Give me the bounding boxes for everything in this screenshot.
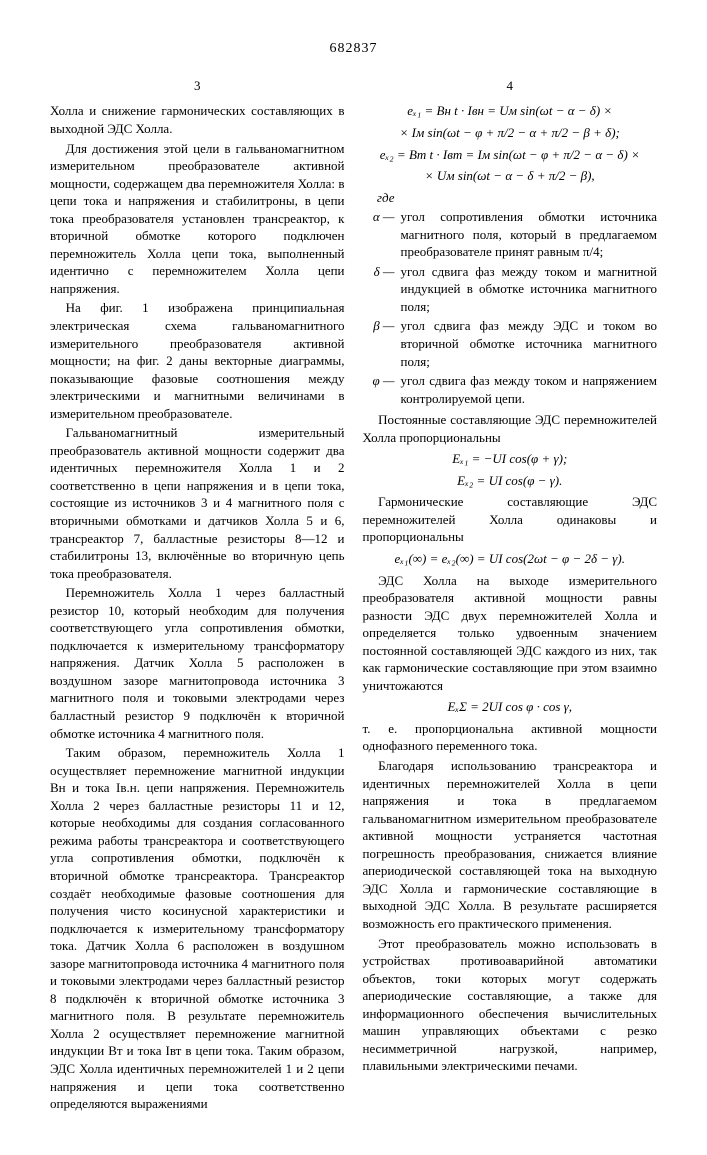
body-text: ЭДС Холла на выходе измерительного преоб… [363,572,658,695]
body-text: Постоянные составляющие ЭДС перемножител… [363,411,658,446]
body-text: Гармонические составляющие ЭДС перемножи… [363,493,658,546]
formula: × Uм sin(ωt − α − δ + π/2 − β), [363,167,658,185]
formula: × Iм sin(ωt − φ + π/2 − α + π/2 − β + δ)… [363,124,658,142]
formula: eₓ₂ = Bт t · Iвт = Iм sin(ωt − φ + π/2 −… [363,146,658,164]
body-text: т. е. пропорциональна активной мощности … [363,720,658,755]
body-text: На фиг. 1 изображена принципиальная элек… [50,299,345,422]
right-column: 4 eₓ₁ = Bн t · Iвн = Uм sin(ωt − α − δ) … [363,77,658,1115]
formula: eₓ₁ = Bн t · Iвн = Uм sin(ωt − α − δ) × [363,102,658,120]
body-text: Для достижения этой цели в гальваномагни… [50,140,345,298]
formula: Eₓ₂ = UI cos(φ − γ). [363,472,658,490]
def-delta: угол сдвига фаз между током и магнитной … [401,263,658,316]
symbol-definitions: где α — угол сопротивления обмотки источ… [363,189,658,408]
def-alpha: угол сопротивления обмотки источника маг… [401,208,658,261]
body-text: Перемножитель Холла 1 через балластный р… [50,584,345,742]
symbol-beta: β — [363,317,401,370]
body-text: Благодаря использованию трансреактора и … [363,757,658,932]
where-label: где [363,189,401,207]
body-text: Этот преобразователь можно использовать … [363,935,658,1075]
symbol-delta: δ — [363,263,401,316]
formula: Eₓ₁ = −UI cos(φ + γ); [363,450,658,468]
def-beta: угол сдвига фаз между ЭДС и током во вто… [401,317,658,370]
formula: EₓΣ = 2UI cos φ · cos γ, [363,698,658,716]
symbol-phi: φ — [363,372,401,407]
left-column: 3 Холла и снижение гармонических составл… [50,77,345,1115]
body-text: Гальваномагнитный измерительный преобраз… [50,424,345,582]
body-text: Таким образом, перемножитель Холла 1 осу… [50,744,345,1112]
patent-number: 682837 [50,40,657,59]
two-column-layout: 3 Холла и снижение гармонических составл… [50,77,657,1115]
def-phi: угол сдвига фаз между током и напряжение… [401,372,658,407]
symbol-alpha: α — [363,208,401,261]
right-page-number: 4 [363,77,658,95]
left-page-number: 3 [50,77,345,95]
body-text: Холла и снижение гармонических составляю… [50,102,345,137]
formula: eₓ₁(∞) = eₓ₂(∞) = UI cos(2ωt − φ − 2δ − … [363,550,658,568]
empty [401,189,658,207]
